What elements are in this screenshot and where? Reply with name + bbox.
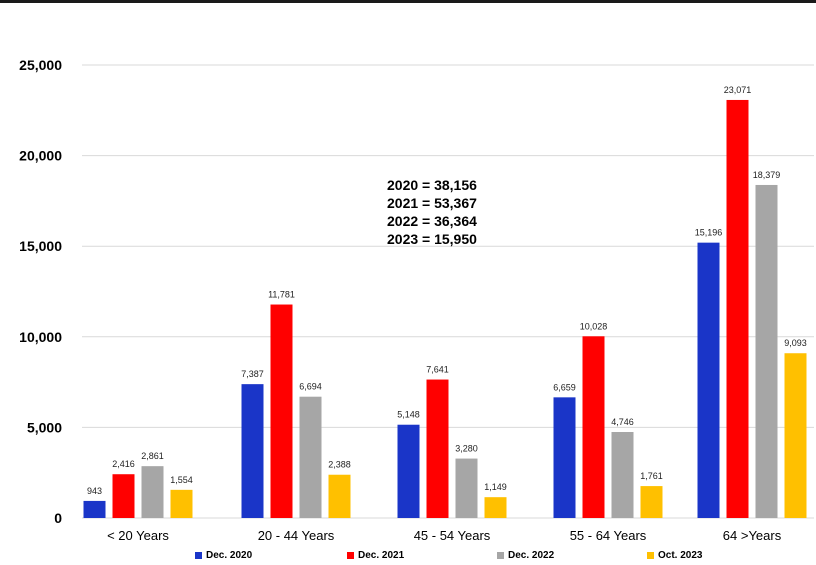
- y-tick-label: 10,000: [19, 329, 62, 345]
- bar-1-series-1: [83, 500, 106, 518]
- bar-1-series-4: [170, 489, 193, 518]
- data-label: 5,148: [397, 410, 420, 420]
- x-tick-label: 45 - 54 Years: [414, 528, 491, 543]
- totals-annotation: 2020 = 38,156 2021 = 53,367 2022 = 36,36…: [387, 176, 477, 248]
- legend-label: Oct. 2023: [658, 550, 703, 561]
- legend-label: Dec. 2021: [358, 550, 405, 561]
- legend-item-dec-2022: Dec. 2022: [497, 550, 647, 561]
- data-label: 11,781: [268, 290, 295, 300]
- legend-swatch: [497, 552, 504, 559]
- bar-4-series-1: [553, 397, 576, 518]
- annotation-line: 2022 = 36,364: [387, 213, 477, 229]
- bar-5-series-1: [697, 242, 720, 518]
- data-label: 1,761: [640, 471, 663, 481]
- y-tick-label: 20,000: [19, 148, 62, 164]
- legend-swatch: [195, 552, 202, 559]
- data-label: 10,028: [580, 321, 608, 331]
- y-tick-label: 5,000: [27, 419, 62, 435]
- legend-swatch: [647, 552, 654, 559]
- data-label: 1,554: [170, 475, 193, 485]
- data-label: 4,746: [611, 417, 634, 427]
- bar-3-series-1: [397, 424, 420, 518]
- bar-1-series-3: [141, 466, 164, 518]
- legend-label: Dec. 2022: [508, 550, 555, 561]
- data-label: 18,379: [753, 170, 781, 180]
- x-tick-label: 20 - 44 Years: [258, 528, 335, 543]
- data-label: 7,387: [241, 369, 264, 379]
- bar-4-series-4: [640, 486, 663, 518]
- bar-3-series-4: [484, 497, 507, 518]
- bar-5-series-2: [726, 99, 749, 518]
- data-label: 2,388: [328, 460, 351, 470]
- annotation-line: 2021 = 53,367: [387, 195, 477, 211]
- data-label: 23,071: [724, 85, 752, 95]
- bar-1-series-2: [112, 474, 135, 518]
- top-border: [0, 0, 816, 3]
- data-label: 15,196: [695, 228, 723, 238]
- bar-2-series-4: [328, 474, 351, 518]
- bar-4-series-3: [611, 432, 634, 518]
- x-tick-label: < 20 Years: [107, 528, 169, 543]
- data-label: 2,416: [112, 459, 135, 469]
- bar-2-series-1: [241, 384, 264, 518]
- y-tick-label: 0: [54, 510, 62, 526]
- y-tick-label: 15,000: [19, 238, 62, 254]
- legend-item-dec-2020: Dec. 2020: [195, 550, 347, 561]
- bar-3-series-3: [455, 458, 478, 518]
- data-label: 9,093: [784, 338, 807, 348]
- data-label: 943: [87, 486, 102, 496]
- chart-legend: Dec. 2020 Dec. 2021 Dec. 2022 Oct. 2023: [195, 550, 767, 561]
- bar-4-series-2: [582, 336, 605, 518]
- bar-2-series-2: [270, 304, 293, 518]
- annotation-line: 2020 = 38,156: [387, 177, 477, 193]
- bar-5-series-3: [755, 184, 778, 518]
- annotation-line: 2023 = 15,950: [387, 231, 477, 247]
- legend-item-oct-2023: Oct. 2023: [647, 550, 767, 561]
- legend-label: Dec. 2020: [206, 550, 253, 561]
- data-label: 6,694: [299, 382, 322, 392]
- x-tick-label: 55 - 64 Years: [570, 528, 647, 543]
- legend-item-dec-2021: Dec. 2021: [347, 550, 497, 561]
- legend-swatch: [347, 552, 354, 559]
- data-label: 1,149: [484, 482, 507, 492]
- data-label: 7,641: [426, 365, 449, 375]
- bar-2-series-3: [299, 396, 322, 518]
- y-tick-label: 25,000: [19, 57, 62, 73]
- data-label: 2,861: [141, 451, 164, 461]
- bar-5-series-4: [784, 353, 807, 518]
- bar-3-series-2: [426, 379, 449, 518]
- data-label: 6,659: [553, 382, 576, 392]
- data-label: 3,280: [455, 444, 478, 454]
- x-tick-label: 64 >Years: [723, 528, 782, 543]
